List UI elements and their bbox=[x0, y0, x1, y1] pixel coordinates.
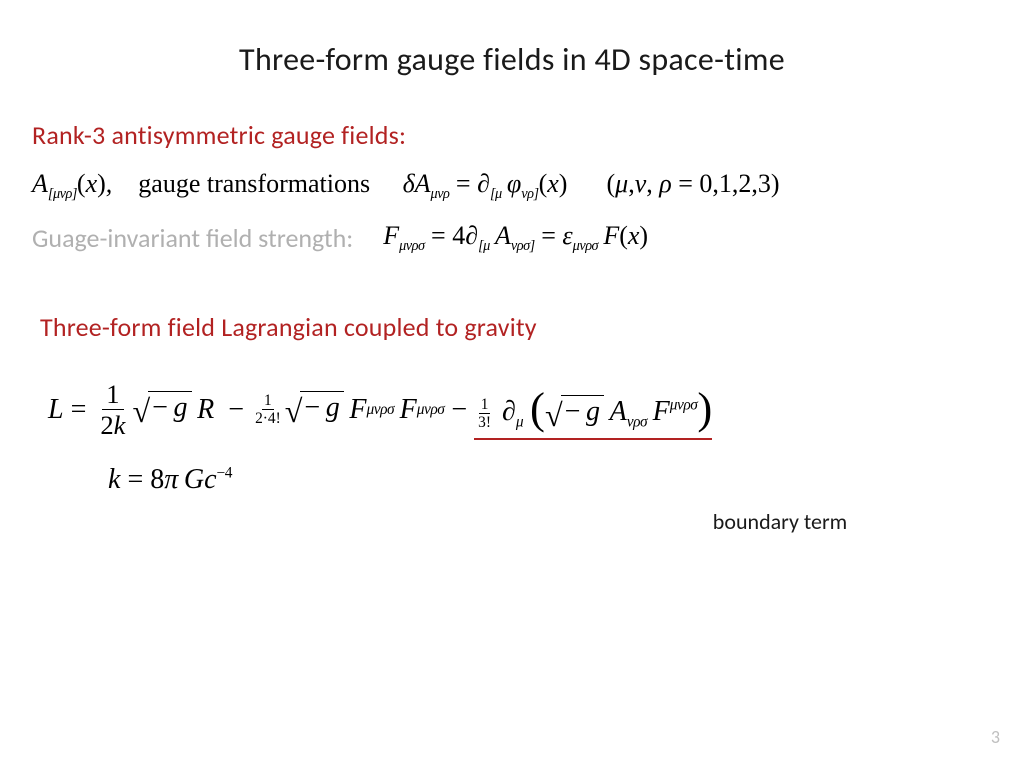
boundary-term-label: boundary term bbox=[640, 508, 920, 535]
gauge-transf-label: gauge transformations bbox=[138, 169, 370, 198]
index-range: 0,1,2,3 bbox=[699, 169, 771, 198]
heading-lagrangian: Three-form field Lagrangian coupled to g… bbox=[0, 311, 1024, 343]
heading-strength: Guage-invariant field strength: bbox=[32, 222, 353, 254]
field-strength-equation: Fμνρσ = 4∂[μ Aνρσ] = εμνρσ F(x) bbox=[383, 221, 648, 255]
lagrangian-equation: L = 12k √− g R − 12·4! √− g Fμνρσ Fμνρσ … bbox=[0, 379, 1024, 440]
page-number: 3 bbox=[991, 726, 1000, 748]
slide-title: Three-form gauge fields in 4D space-time bbox=[0, 0, 1024, 79]
field-strength-row: Guage-invariant field strength: Fμνρσ = … bbox=[0, 221, 1024, 255]
k-definition: k = 8π Gc−4 bbox=[0, 464, 1024, 496]
heading-rank3: Rank-3 antisymmetric gauge fields: bbox=[0, 119, 1024, 151]
gauge-field-equation: A[μνρ](x), gauge transformations δAμνρ =… bbox=[0, 169, 1024, 203]
